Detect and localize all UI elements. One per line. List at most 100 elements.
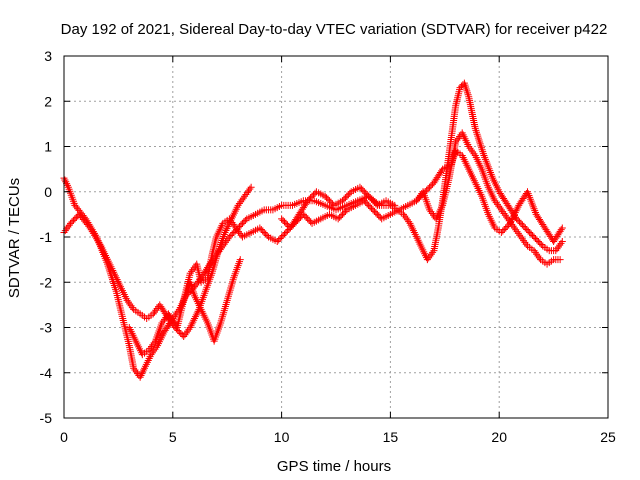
data-point — [305, 195, 313, 203]
data-point — [283, 227, 291, 235]
data-point — [93, 235, 101, 243]
data-point — [362, 198, 370, 206]
data-point — [308, 192, 316, 200]
data-point — [227, 231, 235, 239]
data-point — [521, 238, 529, 246]
data-point — [520, 237, 528, 245]
data-point — [453, 136, 461, 144]
data-point — [499, 208, 507, 216]
data-point — [360, 188, 368, 196]
data-point — [192, 281, 200, 289]
x-tick-label: 25 — [600, 429, 616, 445]
data-point — [191, 314, 199, 322]
data-point — [527, 230, 535, 238]
data-point — [514, 216, 522, 224]
data-point — [341, 207, 349, 215]
data-point — [68, 218, 76, 226]
data-point — [192, 311, 200, 319]
data-point — [428, 209, 436, 217]
data-point — [375, 212, 383, 220]
data-point — [503, 222, 511, 230]
data-point — [301, 212, 309, 220]
data-point — [405, 218, 413, 226]
data-point — [256, 224, 264, 232]
data-point — [346, 189, 354, 197]
grid-layer — [64, 56, 608, 418]
data-point — [413, 197, 421, 205]
data-point — [533, 250, 541, 258]
data-point — [278, 233, 286, 241]
data-point — [401, 212, 409, 220]
data-point — [115, 279, 123, 287]
data-point — [423, 186, 431, 194]
data-point — [339, 197, 347, 205]
data-point — [427, 182, 435, 190]
data-point — [534, 238, 542, 246]
data-point — [496, 204, 504, 212]
data-point — [89, 229, 97, 237]
data-point — [180, 333, 188, 341]
data-point — [339, 210, 347, 218]
data-point — [512, 226, 520, 234]
data-point — [225, 215, 233, 223]
data-point — [238, 196, 246, 204]
data-point — [476, 138, 484, 146]
data-point — [112, 274, 120, 282]
data-point — [241, 192, 249, 200]
data-point — [373, 210, 381, 218]
branch-3 — [180, 147, 566, 304]
data-point — [530, 247, 538, 255]
series-p422 — [60, 79, 566, 381]
data-point — [518, 235, 526, 243]
data-point — [522, 240, 530, 248]
data-point — [477, 144, 485, 152]
x-tick-label: 0 — [60, 429, 68, 445]
data-point — [529, 231, 537, 239]
data-point — [512, 207, 520, 215]
x-tick-label: 10 — [274, 429, 290, 445]
data-point — [402, 214, 410, 222]
data-point — [406, 219, 414, 227]
data-point — [508, 220, 516, 228]
data-point — [245, 187, 253, 195]
y-tick-label: 0 — [44, 184, 52, 200]
data-point — [370, 207, 378, 215]
data-point — [147, 351, 155, 359]
data-point — [114, 277, 122, 285]
data-point — [146, 344, 154, 352]
data-point — [504, 215, 512, 223]
data-point — [281, 230, 289, 238]
data-point — [425, 254, 433, 262]
data-point — [452, 138, 460, 146]
data-point — [359, 186, 367, 194]
data-point — [67, 219, 75, 227]
data-point — [535, 254, 543, 262]
data-point — [276, 235, 284, 243]
data-point — [193, 279, 201, 287]
data-point — [478, 146, 486, 154]
data-point — [140, 366, 148, 374]
data-point — [426, 206, 434, 214]
data-point — [340, 195, 348, 203]
data-point — [510, 212, 518, 220]
data-point — [343, 192, 351, 200]
data-point — [191, 313, 199, 321]
data-point — [246, 185, 254, 193]
data-point — [362, 189, 370, 197]
data-point — [474, 132, 482, 140]
data-point — [225, 233, 233, 241]
branch-0 — [60, 79, 566, 381]
data-point — [88, 228, 96, 236]
data-point — [235, 228, 243, 236]
data-point — [424, 185, 432, 193]
data-point — [524, 227, 532, 235]
data-point — [187, 322, 195, 330]
data-point — [236, 229, 244, 237]
data-point — [188, 320, 196, 328]
data-point — [136, 373, 144, 381]
data-point — [429, 248, 437, 256]
data-point — [152, 306, 160, 314]
data-point — [526, 228, 534, 236]
data-point — [263, 231, 271, 239]
